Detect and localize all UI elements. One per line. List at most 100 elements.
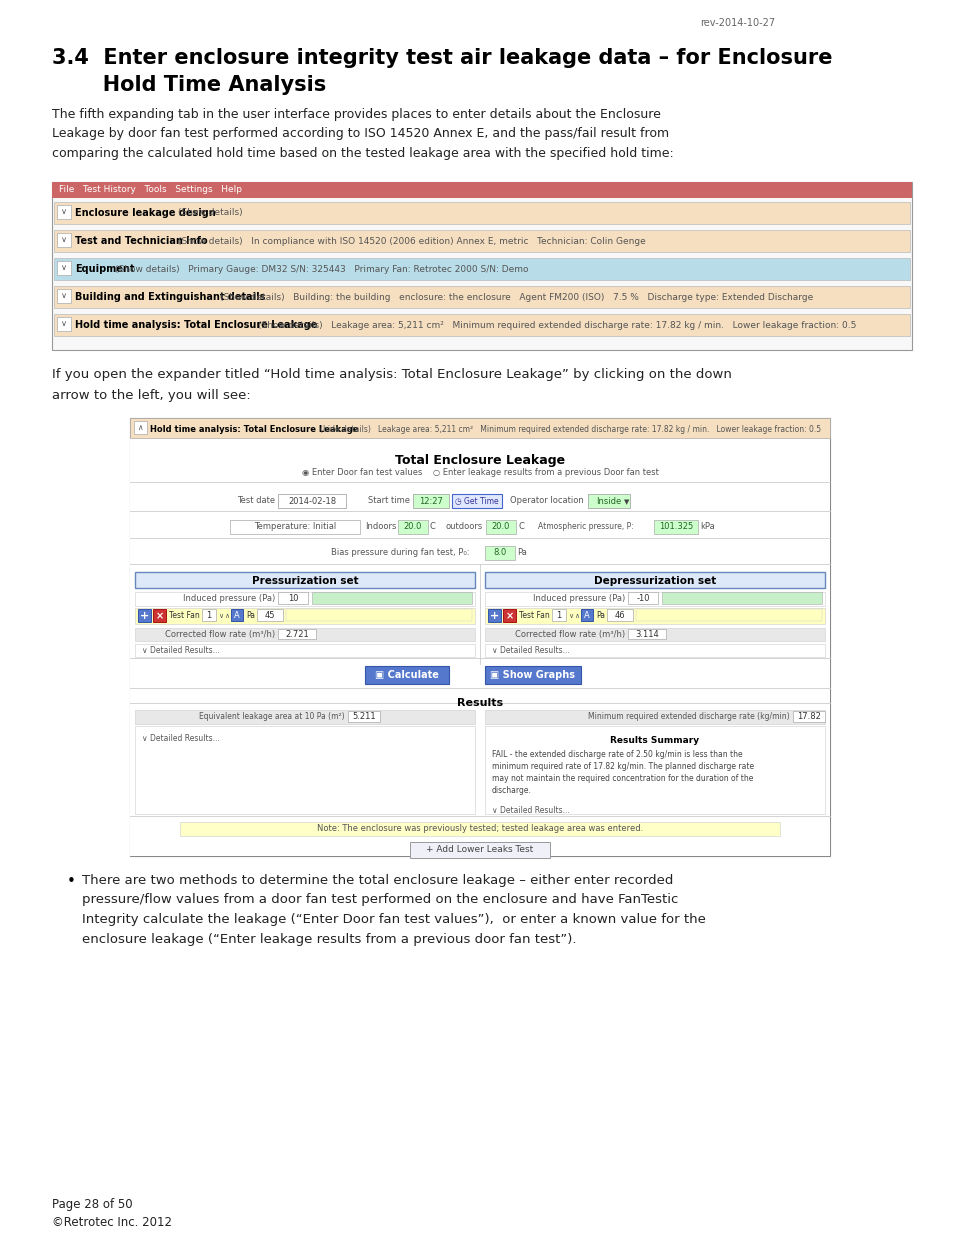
Bar (52, 182, 911, 350)
Text: Induced pressure (Pa): Induced pressure (Pa) (532, 594, 624, 603)
Text: ∧: ∧ (224, 613, 229, 619)
Text: ∨ Detailed Results...: ∨ Detailed Results... (492, 646, 569, 655)
Text: There are two methods to determine the total enclosure leakage – either enter re: There are two methods to determine the t… (82, 874, 705, 946)
Text: If you open the expander titled “Hold time analysis: Total Enclosure Leakage” by: If you open the expander titled “Hold ti… (52, 368, 731, 401)
Text: +: + (140, 611, 149, 621)
Text: Pa: Pa (596, 611, 604, 620)
Text: ∨: ∨ (61, 207, 67, 216)
Text: Total Enclosure Leakage: Total Enclosure Leakage (395, 454, 564, 467)
Text: Corrected flow rate (m³/h): Corrected flow rate (m³/h) (515, 630, 624, 638)
Text: 17.82: 17.82 (796, 713, 821, 721)
Bar (286, 609, 472, 621)
Text: 2.721: 2.721 (285, 630, 309, 638)
Text: ∨: ∨ (61, 263, 67, 273)
Text: Hold time analysis: Total Enclosure Leakage: Hold time analysis: Total Enclosure Leak… (150, 425, 358, 433)
Bar (54, 314, 909, 336)
Text: 3.114: 3.114 (635, 630, 659, 638)
Bar (452, 494, 501, 508)
Bar (57, 205, 71, 219)
Text: A: A (583, 611, 589, 620)
Text: Test Fan: Test Fan (169, 611, 199, 620)
Text: Indoors: Indoors (365, 522, 395, 531)
Text: 101.325: 101.325 (659, 522, 693, 531)
Text: Bias pressure during fan test, P₀:: Bias pressure during fan test, P₀: (331, 548, 470, 557)
Text: (hide details)   Leakage area: 5,211 cm²   Minimum required extended discharge r: (hide details) Leakage area: 5,211 cm² M… (319, 425, 821, 433)
Bar (397, 520, 428, 534)
Text: kPa: kPa (700, 522, 714, 531)
Bar (654, 520, 698, 534)
Text: ∨: ∨ (61, 320, 67, 329)
Text: ∧: ∧ (574, 613, 578, 619)
Text: ∨: ∨ (218, 613, 223, 619)
Bar (135, 710, 475, 724)
Text: 46: 46 (614, 611, 624, 620)
Bar (413, 494, 449, 508)
Bar (312, 592, 472, 604)
Text: ◷ Get Time: ◷ Get Time (455, 496, 498, 506)
Text: Pa: Pa (246, 611, 254, 620)
Bar (552, 609, 565, 621)
Text: Equivalent leakage area at 10 Pa (m²): Equivalent leakage area at 10 Pa (m²) (199, 713, 345, 721)
Bar (256, 609, 283, 621)
Bar (54, 230, 909, 252)
Text: 45: 45 (265, 611, 275, 620)
Bar (484, 666, 580, 684)
Text: The fifth expanding tab in the user interface provides places to enter details a: The fifth expanding tab in the user inte… (52, 107, 673, 161)
Text: ▣ Calculate: ▣ Calculate (375, 671, 438, 680)
Text: Test date: Test date (236, 496, 274, 505)
Bar (627, 629, 665, 638)
Bar (230, 520, 359, 534)
Bar (587, 494, 629, 508)
Text: ∨: ∨ (61, 236, 67, 245)
Bar (484, 710, 824, 724)
Bar (661, 592, 821, 604)
Text: (Show details)   In compliance with ISO 14520 (2006 edition) Annex E, metric   T: (Show details) In compliance with ISO 14… (177, 236, 645, 246)
Text: FAIL - the extended discharge rate of 2.50 kg/min is less than the
minimum requi: FAIL - the extended discharge rate of 2.… (492, 750, 753, 795)
Text: ◉ Enter Door fan test values    ○ Enter leakage results from a previous Door fan: ◉ Enter Door fan test values ○ Enter lea… (301, 468, 658, 477)
Text: ×: × (155, 611, 163, 621)
Text: ×: × (505, 611, 513, 621)
Text: Minimum required extended discharge rate (kg/min): Minimum required extended discharge rate… (588, 713, 789, 721)
Bar (606, 609, 633, 621)
Text: outdoors: outdoors (446, 522, 483, 531)
Text: File   Test History   Tools   Settings   Help: File Test History Tools Settings Help (59, 185, 242, 194)
Bar (135, 572, 475, 588)
Text: 1: 1 (556, 611, 561, 620)
Bar (135, 643, 475, 657)
Text: 1: 1 (206, 611, 212, 620)
Text: + Add Lower Leaks Test: + Add Lower Leaks Test (426, 845, 533, 853)
Text: 20.0: 20.0 (492, 522, 510, 531)
Text: Induced pressure (Pa): Induced pressure (Pa) (183, 594, 274, 603)
Bar (277, 629, 315, 638)
Text: (Show details): (Show details) (177, 209, 242, 217)
Text: •: • (67, 874, 76, 889)
Bar (792, 711, 824, 722)
Text: ∨ Detailed Results...: ∨ Detailed Results... (142, 646, 219, 655)
Text: ∨: ∨ (61, 291, 67, 300)
Text: Page 28 of 50
©Retrotec Inc. 2012: Page 28 of 50 ©Retrotec Inc. 2012 (52, 1198, 172, 1229)
Bar (152, 609, 166, 622)
Bar (277, 494, 346, 508)
Text: ∨ Detailed Results...: ∨ Detailed Results... (492, 806, 569, 815)
Text: (Show details)   Primary Gauge: DM32 S/N: 325443   Primary Fan: Retrotec 2000 S/: (Show details) Primary Gauge: DM32 S/N: … (114, 264, 528, 273)
Bar (502, 609, 516, 622)
Bar (348, 711, 379, 722)
Bar (133, 421, 147, 433)
Bar (54, 203, 909, 224)
Bar (130, 417, 829, 438)
Text: ▼: ▼ (623, 499, 629, 505)
Bar (54, 287, 909, 308)
Text: Depressurization set: Depressurization set (594, 576, 716, 585)
Text: ∨: ∨ (567, 613, 573, 619)
Text: Test and Technician Info: Test and Technician Info (75, 236, 208, 246)
Text: 20.0: 20.0 (403, 522, 422, 531)
Bar (57, 233, 71, 247)
Text: Results: Results (456, 698, 502, 708)
Text: (Show details)   Building: the building   enclosure: the enclosure   Agent FM200: (Show details) Building: the building en… (219, 293, 812, 301)
Text: Hold time analysis: Total Enclosure Leakage: Hold time analysis: Total Enclosure Leak… (75, 320, 317, 330)
Bar (135, 629, 475, 641)
Bar (484, 546, 515, 559)
Bar (627, 592, 658, 604)
Text: 5.211: 5.211 (352, 713, 375, 721)
Text: 8.0: 8.0 (493, 548, 506, 557)
